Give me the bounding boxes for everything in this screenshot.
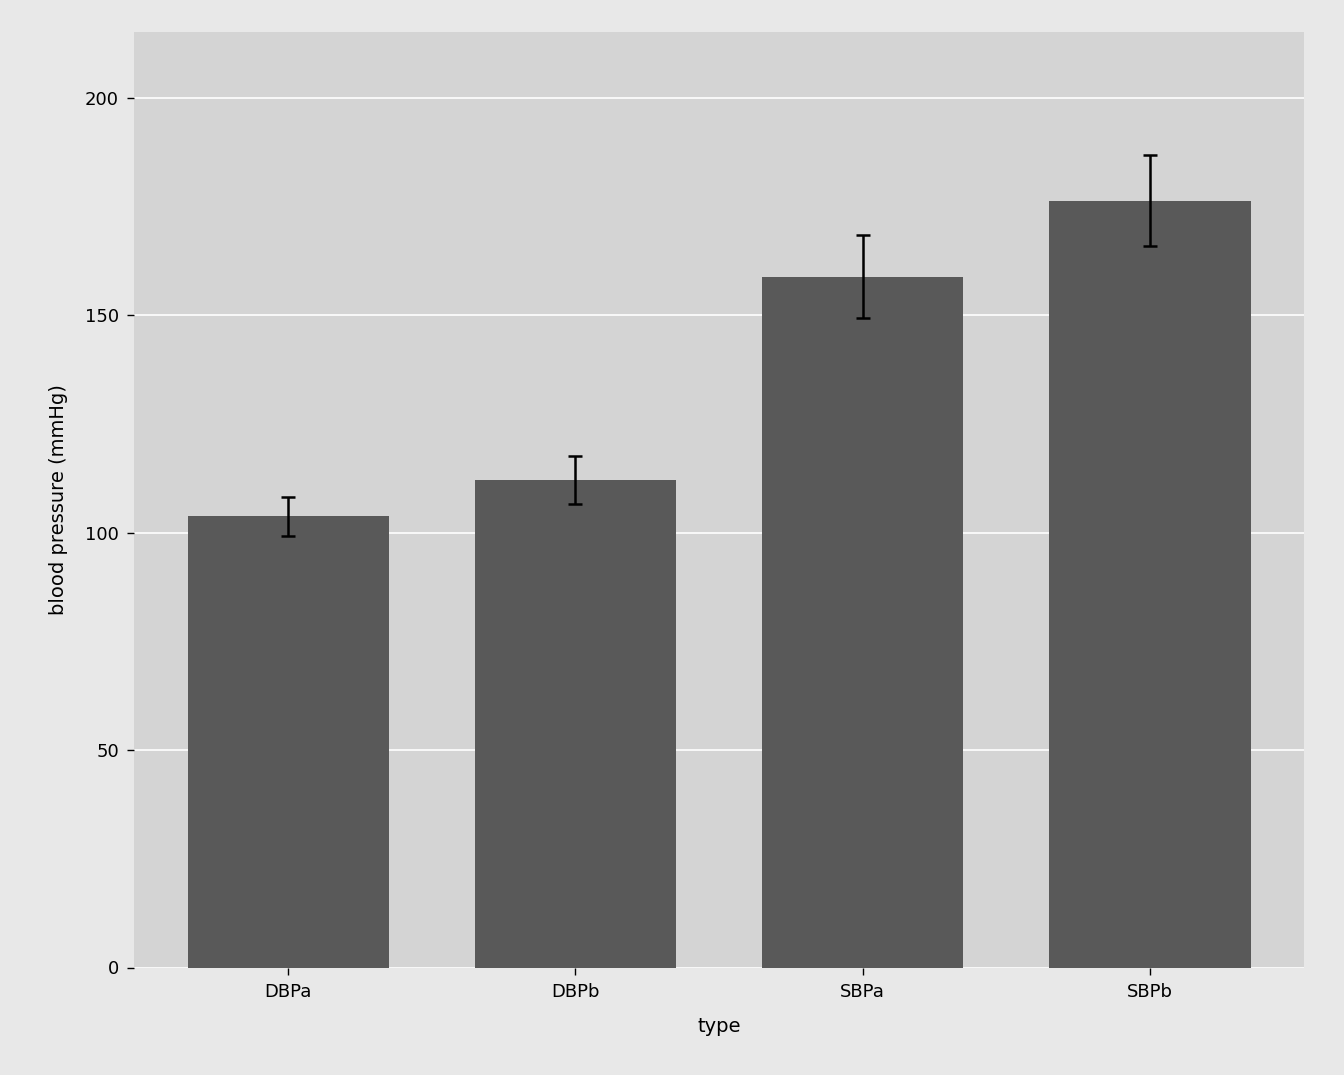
Bar [1050, 201, 1250, 968]
Bar [474, 481, 676, 968]
Bar [188, 516, 388, 968]
Bar [762, 276, 964, 968]
Y-axis label: blood pressure (mmHg): blood pressure (mmHg) [50, 385, 69, 615]
X-axis label: type: type [698, 1017, 741, 1036]
